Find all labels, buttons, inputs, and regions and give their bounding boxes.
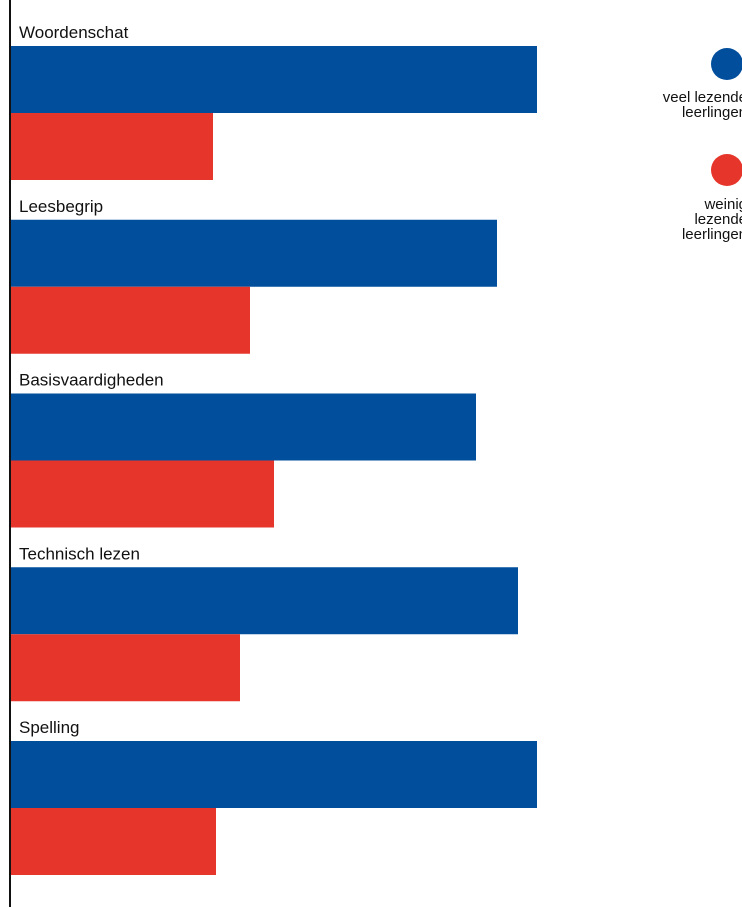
bar-weinig-lezende [10, 808, 216, 875]
bar-veel-lezende [10, 219, 497, 287]
legend-swatch [711, 154, 742, 186]
legend-label: veel lezende [663, 89, 742, 106]
bar-weinig-lezende [10, 113, 213, 180]
bar-weinig-lezende [10, 286, 250, 354]
legend: veel lezendeleerlingenweiniglezendeleerl… [663, 48, 742, 243]
category-label: Basisvaardigheden [19, 371, 164, 390]
legend-swatch [711, 48, 742, 80]
bars-layer [10, 46, 537, 875]
legend-label: leerlingen [682, 104, 742, 121]
category-label: Spelling [19, 718, 80, 737]
bar-veel-lezende [10, 393, 476, 461]
bar-weinig-lezende [10, 460, 274, 528]
legend-label: lezende [694, 211, 742, 228]
category-label: Technisch lezen [19, 544, 140, 563]
legend-label: leerlingen [682, 226, 742, 243]
category-label: Woordenschat [19, 23, 129, 42]
category-label: Leesbegrip [19, 197, 103, 216]
bar-veel-lezende [10, 567, 518, 635]
bar-veel-lezende [10, 46, 537, 113]
legend-label: weinig [703, 196, 742, 213]
category-labels: Woordenschat Leesbegrip Basisvaardigheden T… [19, 23, 164, 737]
bar-veel-lezende [10, 741, 537, 808]
bar-weinig-lezende [10, 634, 240, 702]
